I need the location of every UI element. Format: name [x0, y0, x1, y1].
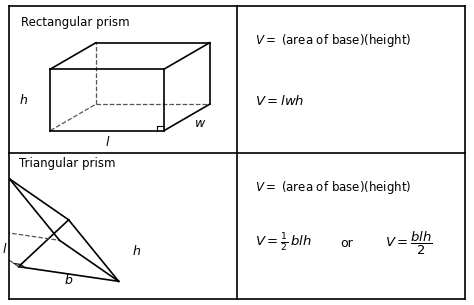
Text: $V = $ (area of base)(height): $V = $ (area of base)(height) [255, 32, 411, 49]
Text: or: or [340, 237, 353, 250]
Text: $b$: $b$ [64, 273, 73, 287]
Text: $h$: $h$ [18, 93, 27, 107]
Text: $V = $ (area of base)(height): $V = $ (area of base)(height) [255, 179, 411, 196]
Text: $V = \frac{1}{2}\, blh$: $V = \frac{1}{2}\, blh$ [255, 232, 312, 254]
Text: $w$: $w$ [194, 117, 207, 130]
Text: $h$: $h$ [132, 244, 141, 258]
Text: Triangular prism: Triangular prism [18, 157, 115, 170]
Text: $l$: $l$ [2, 242, 7, 256]
Text: $V = lwh$: $V = lwh$ [255, 94, 305, 108]
Text: Rectangular prism: Rectangular prism [21, 16, 129, 29]
Text: $V = \dfrac{blh}{2}$: $V = \dfrac{blh}{2}$ [385, 230, 433, 257]
Text: $l$: $l$ [105, 135, 110, 149]
